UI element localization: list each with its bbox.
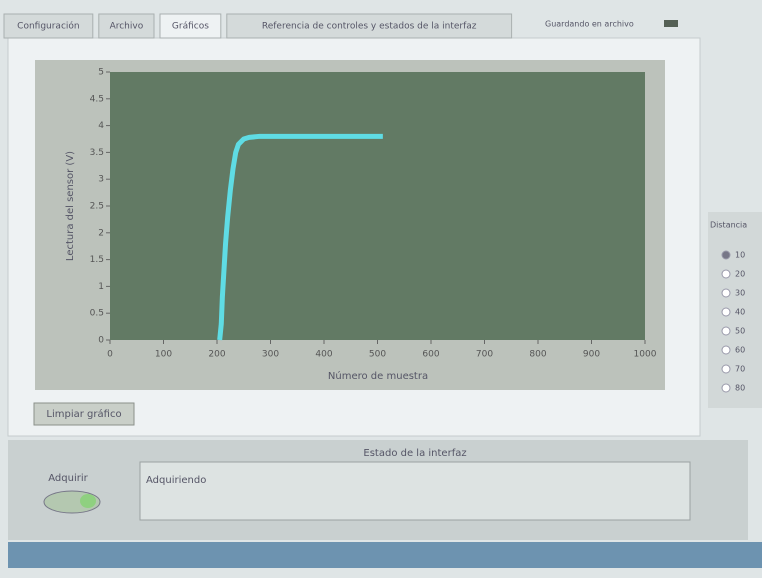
status-box — [140, 462, 690, 520]
x-tick-label: 0 — [107, 350, 113, 360]
radio-label[interactable]: 10 — [735, 251, 745, 260]
clear-button-label[interactable]: Limpiar gráfico — [46, 408, 121, 420]
radio[interactable] — [722, 365, 730, 373]
y-tick-label: 4.5 — [90, 94, 104, 104]
status-title: Estado de la interfaz — [363, 448, 466, 459]
x-tick-label: 100 — [155, 350, 172, 360]
taskbar — [8, 542, 762, 568]
y-tick-label: 2 — [98, 228, 104, 238]
y-tick-label: 1.5 — [90, 255, 104, 265]
y-axis-label: Lectura del sensor (V) — [65, 151, 76, 261]
x-tick-label: 200 — [208, 350, 225, 360]
status-text: Adquiriendo — [146, 475, 206, 486]
radio[interactable] — [722, 346, 730, 354]
y-tick-label: 5 — [98, 68, 104, 78]
radio-label[interactable]: 50 — [735, 327, 745, 336]
acquire-label: Adquirir — [48, 473, 88, 484]
tab-label[interactable]: Referencia de controles y estados de la … — [262, 22, 477, 32]
x-tick-label: 700 — [476, 350, 493, 360]
y-tick-label: 1 — [98, 282, 104, 292]
radio-label[interactable]: 60 — [735, 346, 745, 355]
saving-label: Guardando en archivo — [545, 20, 634, 29]
y-tick-label: 0.5 — [90, 309, 104, 319]
acquire-led — [80, 494, 96, 508]
radio[interactable] — [722, 270, 730, 278]
tab-label[interactable]: Archivo — [110, 22, 144, 32]
y-tick-label: 3.5 — [90, 148, 104, 158]
radio[interactable] — [722, 251, 730, 259]
y-tick-label: 3 — [98, 175, 104, 185]
radio-label[interactable]: 70 — [735, 365, 745, 374]
x-tick-label: 400 — [315, 350, 332, 360]
radio-label[interactable]: 20 — [735, 270, 745, 279]
x-tick-label: 300 — [262, 350, 279, 360]
radio[interactable] — [722, 289, 730, 297]
radio-label[interactable]: 30 — [735, 289, 745, 298]
radio[interactable] — [722, 308, 730, 316]
x-tick-label: 900 — [583, 350, 600, 360]
y-tick-label: 2.5 — [90, 202, 104, 212]
radio-label[interactable]: 80 — [735, 384, 745, 393]
x-tick-label: 1000 — [634, 350, 657, 360]
x-tick-label: 800 — [529, 350, 546, 360]
radio[interactable] — [722, 327, 730, 335]
screen: Guardando en archivo Número de muestra L… — [0, 0, 762, 578]
saving-led — [664, 20, 678, 27]
radio-label[interactable]: 40 — [735, 308, 745, 317]
y-tick-label: 0 — [98, 336, 104, 346]
radio[interactable] — [722, 384, 730, 392]
x-axis-label: Número de muestra — [328, 370, 428, 382]
tab-label[interactable]: Configuración — [17, 21, 79, 32]
distance-title: Distancia — [710, 221, 747, 230]
y-tick-label: 4 — [98, 121, 104, 131]
x-tick-label: 600 — [422, 350, 439, 360]
plot-area — [110, 72, 645, 340]
tab-label[interactable]: Gráficos — [172, 22, 209, 32]
x-tick-label: 500 — [369, 350, 386, 360]
